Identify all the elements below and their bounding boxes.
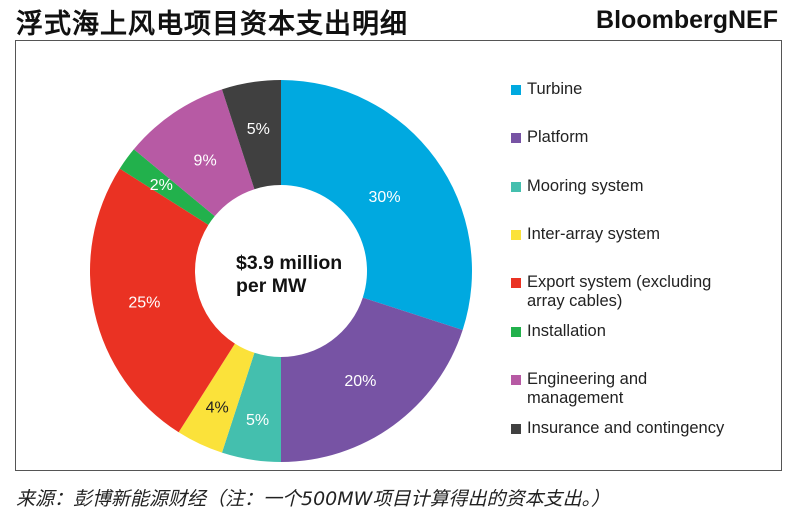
legend-label-line: Engineering and: [527, 370, 648, 388]
legend-label: Inter-array system: [527, 225, 660, 244]
legend-swatch-icon: [511, 230, 521, 240]
source-note: 来源：彭博新能源财经（注：一个500MW项目计算得出的资本支出。）: [16, 488, 610, 510]
slice-platform: [281, 297, 463, 462]
slice-engineering-and-management: [133, 89, 255, 217]
legend-swatch-icon: [511, 85, 521, 95]
slice-export-system-excluding-array-cables: [90, 168, 235, 433]
legend-item: Engineering and management: [511, 370, 647, 408]
legend-label-line: Mooring system: [527, 177, 644, 195]
legend-label: Platform: [527, 128, 588, 147]
slice-value-label: 20%: [344, 373, 376, 390]
legend-swatch-icon: [511, 424, 521, 434]
legend-label: Engineering and management: [527, 370, 647, 408]
slice-value-label: 2%: [150, 177, 173, 194]
slice-value-label: 4%: [206, 400, 229, 417]
legend-swatch-icon: [511, 182, 521, 192]
legend-label-line: Platform: [527, 128, 589, 146]
legend-item: Platform: [511, 128, 588, 147]
legend-label: Installation: [527, 322, 606, 341]
chart-title: 浮式海上风电项目资本支出明细: [16, 9, 408, 40]
legend-label-line: Turbine: [527, 80, 583, 98]
slice-inter-array-system: [178, 343, 255, 453]
slice-installation: [119, 149, 215, 225]
donut-slices: [90, 80, 472, 462]
legend-swatch-icon: [511, 327, 521, 337]
legend-swatch-icon: [511, 375, 521, 385]
legend-item: Export system (excluding array cables): [511, 273, 711, 311]
legend-item: Insurance and contingency: [511, 419, 724, 438]
slice-turbine: [281, 80, 472, 331]
center-label-line1: $3.9 million: [236, 252, 342, 274]
center-label-line2: per MW: [236, 275, 307, 297]
legend-label-line: Insurance and contingency: [527, 419, 725, 437]
slice-value-label: 5%: [247, 121, 270, 138]
legend-item: Inter-array system: [511, 225, 660, 244]
slice-value-label: 5%: [246, 412, 269, 429]
legend-label: Insurance and contingency: [527, 419, 724, 438]
slice-mooring-system: [221, 352, 281, 462]
legend-label: Mooring system: [527, 177, 643, 196]
slice-value-label: 30%: [369, 189, 401, 206]
legend-swatch-icon: [511, 133, 521, 143]
legend-label: Turbine: [527, 80, 582, 99]
legend-label-line: management: [527, 389, 624, 407]
legend-item: Mooring system: [511, 177, 643, 196]
legend-item: Turbine: [511, 80, 582, 99]
legend-label-line: Installation: [527, 322, 606, 340]
legend-label: Export system (excluding array cables): [527, 273, 711, 311]
slice-insurance-and-contingency: [221, 80, 281, 190]
legend-item: Installation: [511, 322, 606, 341]
brand-logo: BloombergNEF: [596, 6, 778, 34]
legend-label-line: array cables): [527, 292, 623, 310]
slice-value-label: 25%: [128, 295, 160, 312]
legend-label-line: Export system (excluding: [527, 273, 712, 291]
legend-label-line: Inter-array system: [527, 225, 660, 243]
legend-swatch-icon: [511, 278, 521, 288]
slice-labels: 30% 20% 5% 4% 25% 2% 9% 5%: [128, 121, 400, 429]
slice-value-label: 9%: [194, 152, 217, 169]
